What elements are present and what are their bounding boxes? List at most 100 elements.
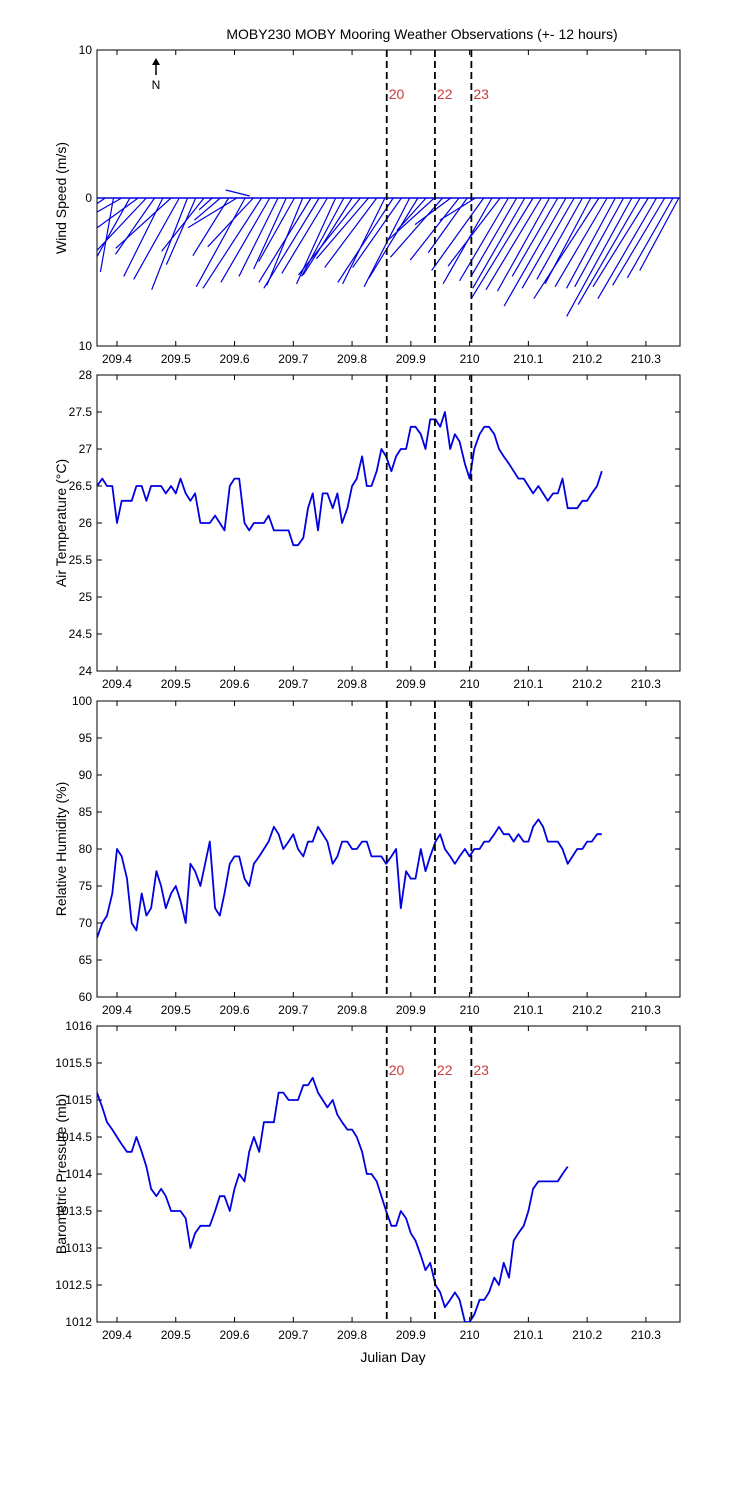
wind-vector [300,197,345,277]
panel-1: 209.4 209.5 209.6 209.7 209.8 209.9 210 210.1 21… [53,43,681,366]
y-tick-label: 1014 [65,1167,92,1181]
wind-vector [414,197,452,226]
wind-vector [281,197,328,274]
wind-vector [574,197,625,288]
wind-vector [368,197,419,279]
y-tick-label: 1016 [65,1019,92,1033]
y-tick-label: 90 [79,768,93,782]
wind-vector [315,197,369,260]
y-tick-label: 65 [79,953,93,967]
wind-vector [151,197,189,290]
wind-vector [302,197,353,276]
y-tick-label: 0 [85,191,92,205]
x-tick-label: 210 [460,352,480,366]
wind-vector [396,197,427,231]
y-tick-label: 1015.5 [55,1056,92,1070]
event-label: 22 [437,86,453,102]
wind-vector [202,197,263,289]
x-tick-label: 209.6 [220,677,250,691]
x-tick-label: 209.5 [161,352,191,366]
axes-frame [96,700,681,998]
y-tick-label: 1014.5 [55,1130,92,1144]
x-tick-label: 209.7 [278,1003,308,1017]
x-tick-label: 209.6 [220,352,250,366]
x-tick-label: 209.9 [396,677,426,691]
x-tick-label: 209.9 [396,352,426,366]
wind-vector [97,197,147,252]
wind-vector [207,197,254,248]
x-tick-label: 210.2 [572,352,602,366]
wind-vector [470,197,534,299]
y-tick-label: 24.5 [69,627,93,641]
wind-vector [536,197,583,280]
x-tick-label: 210.3 [631,1003,661,1017]
y-tick-label: 27 [79,442,93,456]
wind-vector [470,197,518,277]
panel-4: 209.4 209.5 209.6 209.7 209.8 209.9 210 210.1 21… [53,1019,681,1342]
event-label: 20 [389,1062,405,1078]
x-tick-label: 210.1 [513,1328,543,1342]
x-tick-label: 209.9 [396,1328,426,1342]
wind-vector [97,197,139,229]
x-tick-label: 209.9 [396,1003,426,1017]
wind-vector [97,197,131,258]
x-tick-label: 210.1 [513,677,543,691]
wind-vector [337,197,394,283]
wind-vector [161,197,205,252]
y-tick-label: 70 [79,916,93,930]
event-label: 23 [473,1062,489,1078]
wind-vector [97,197,122,213]
chart-title: MOBY230 MOBY Mooring Weather Observation… [226,26,617,42]
y-tick-label: 10 [79,339,93,353]
panel-data [97,411,603,547]
y-tick-label: 28 [79,368,93,382]
y-tick-label: 25 [79,590,93,604]
wind-vector [253,197,287,270]
wind-vector [165,197,197,265]
x-tick-label: 209.4 [102,677,132,691]
axes-frame [96,374,681,672]
x-tick-label: 209.8 [337,352,367,366]
x-tick-label: 209.4 [102,1003,132,1017]
y-tick-label: 26.5 [69,479,93,493]
y-tick-label: 24 [79,664,93,678]
y-tick-label: 1015 [65,1093,92,1107]
y-axis-label: Wind Speed (m/s) [53,142,69,254]
y-tick-label: 100 [72,694,92,708]
wind-vector [195,197,246,288]
data-series-line [97,818,602,939]
y-tick-label: 80 [79,842,93,856]
wind-vector [187,197,238,229]
wind-vector [390,197,444,258]
x-tick-label: 210.3 [631,677,661,691]
x-tick-label: 210.1 [513,352,543,366]
x-tick-label: 209.7 [278,677,308,691]
x-tick-label: 209.4 [102,1328,132,1342]
wind-vector [266,197,304,286]
wind-vector [220,197,271,283]
wind-vector [258,197,312,283]
wind-vector [99,197,115,273]
x-tick-label: 210 [460,1003,480,1017]
y-axis-label: Air Temperature (°C) [53,459,69,587]
wind-vector [612,197,666,286]
wind-vector [193,197,221,221]
wind-vector [472,197,526,289]
wind-vector [192,197,230,257]
wind-vector [503,197,567,307]
y-tick-label: 1012 [65,1315,92,1329]
panels-group: 209.4 209.5 209.6 209.7 209.8 209.9 210 210.1 21… [53,43,681,1342]
x-tick-label: 210.2 [572,1328,602,1342]
event-label: 23 [473,86,489,102]
x-tick-label: 209.6 [220,1003,250,1017]
wind-vector [485,197,542,291]
north-arrow-icon [152,58,160,65]
x-tick-label: 210.3 [631,352,661,366]
x-tick-label: 209.5 [161,677,191,691]
x-tick-label: 209.8 [337,1003,367,1017]
wind-vector [447,197,501,267]
panel-data [97,818,602,939]
x-tick-label: 209.5 [161,1328,191,1342]
wind-vector [258,197,295,262]
